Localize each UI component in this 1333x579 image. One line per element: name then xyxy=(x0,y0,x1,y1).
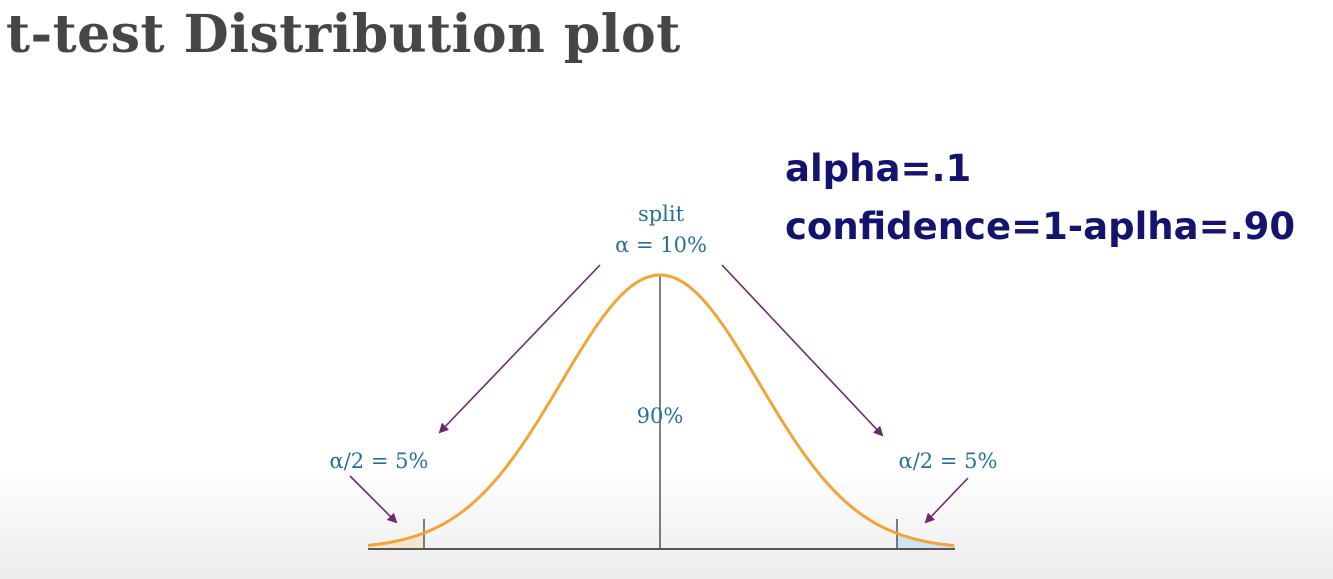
arrow-to-right-tail xyxy=(721,264,884,437)
bell-curve xyxy=(367,273,955,548)
alpha-text: alpha=.1 xyxy=(785,147,972,190)
arrow-to-left-tail xyxy=(438,264,601,434)
arrow-right-small xyxy=(924,477,969,524)
alpha-total-label: α = 10% xyxy=(615,233,707,257)
background-fade xyxy=(0,470,1333,579)
split-label: split xyxy=(638,202,685,226)
right-tail-label: α/2 = 5% xyxy=(899,449,998,473)
arrow-left-small xyxy=(349,475,398,524)
parameters-block: alpha=.1 confidence=1-aplha=.90 xyxy=(785,140,1295,256)
left-tail-label: α/2 = 5% xyxy=(330,449,429,473)
confidence-text: confidence=1-aplha=.90 xyxy=(785,205,1296,248)
page-title: t-test Distribution plot xyxy=(6,4,681,65)
center-percent-label: 90% xyxy=(637,404,684,428)
